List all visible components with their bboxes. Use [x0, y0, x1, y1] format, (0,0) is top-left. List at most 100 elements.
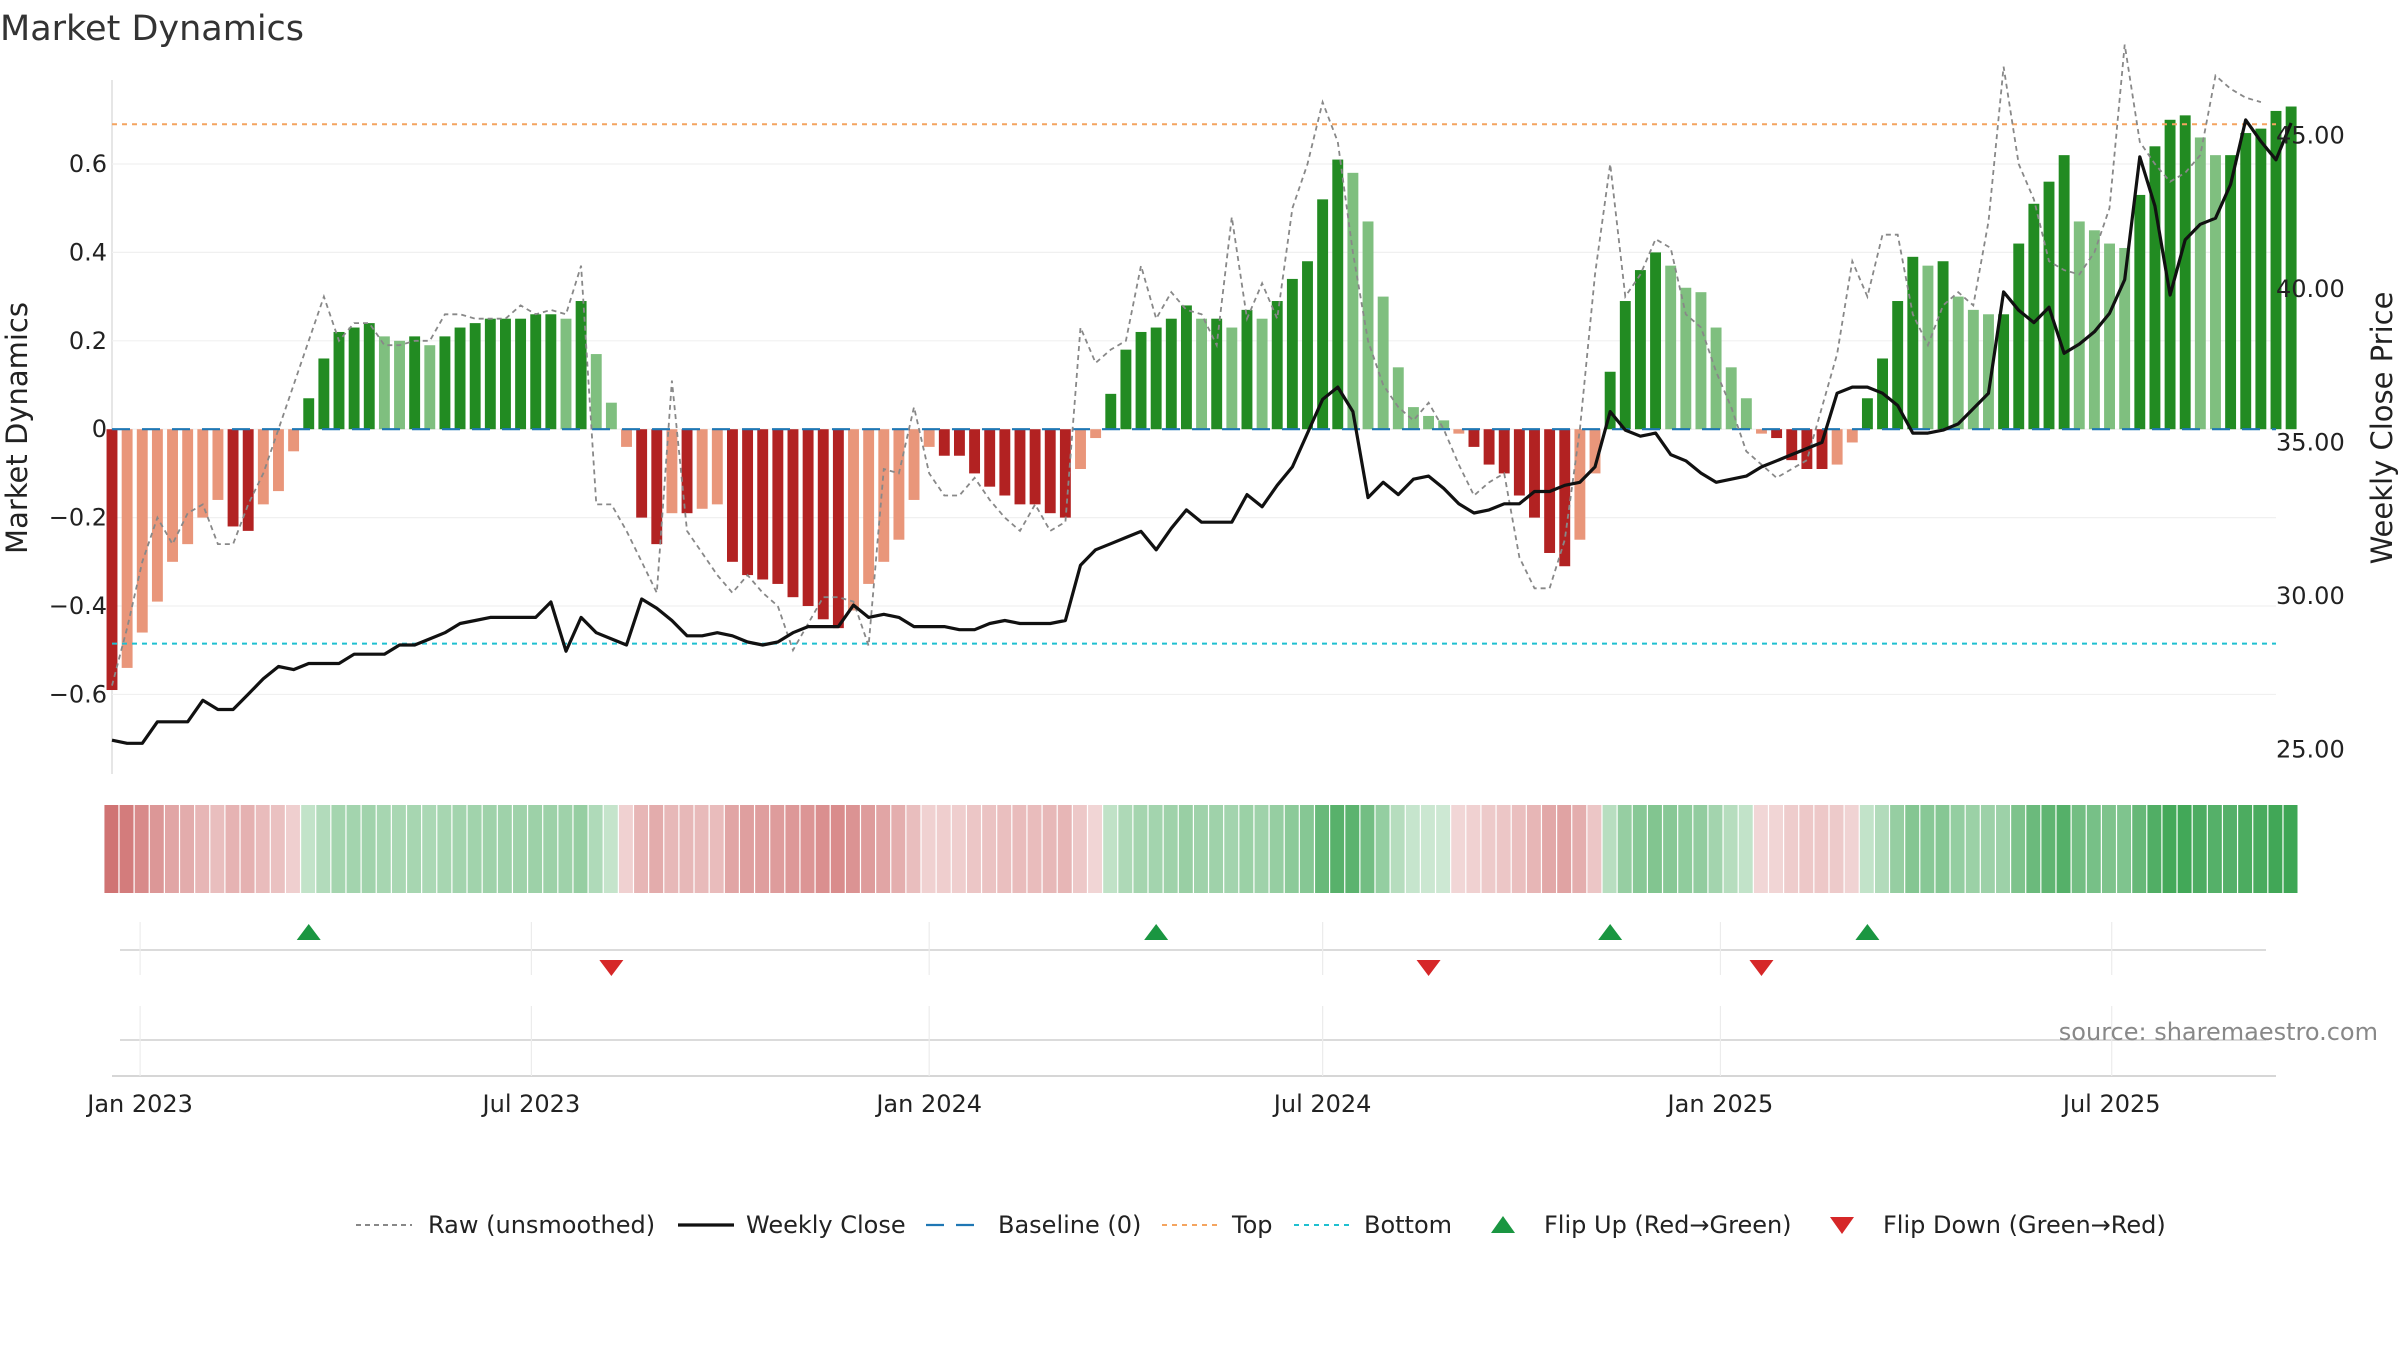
regime-cell	[588, 805, 603, 893]
dynamics-bar	[2285, 106, 2297, 430]
regime-cell	[2238, 805, 2253, 893]
dynamics-bar	[590, 354, 602, 430]
dynamics-bar	[817, 429, 829, 620]
right-tick-label: 30.00	[2276, 582, 2345, 610]
dynamics-bar	[1438, 420, 1450, 430]
x-tick-label: Jul 2023	[481, 1090, 581, 1118]
regime-cell	[2177, 805, 2192, 893]
regime-cell	[407, 805, 422, 893]
regime-cell	[1511, 805, 1526, 893]
regime-cell	[2011, 805, 2026, 893]
regime-cell	[1209, 805, 1224, 893]
dynamics-bar	[1725, 367, 1737, 430]
dynamics-bar	[1302, 261, 1313, 430]
right-tick-label: 40.00	[2276, 275, 2345, 303]
dynamics-bar	[999, 429, 1011, 496]
dynamics-bar	[454, 327, 466, 430]
regime-cell	[1299, 805, 1314, 893]
dynamics-bar	[1180, 305, 1192, 430]
regime-cell	[785, 805, 800, 893]
regime-cell	[270, 805, 285, 893]
dynamics-bar	[2058, 155, 2070, 430]
left-tick-label: −0.6	[49, 680, 107, 708]
legend-label-bottom: Bottom	[1364, 1211, 1452, 1239]
regime-cell	[1844, 805, 1859, 893]
dynamics-bar	[1619, 301, 1631, 430]
right-axis-label: Weekly Close Price	[2365, 292, 2399, 565]
regime-cell	[1330, 805, 1345, 893]
regime-cell	[1451, 805, 1466, 893]
regime-cell	[967, 805, 981, 893]
regime-cell	[528, 805, 543, 893]
dynamics-bar	[1377, 296, 1389, 430]
regime-cell	[2192, 805, 2207, 893]
regime-cell	[1753, 805, 1768, 893]
dynamics-bar	[969, 429, 981, 474]
regime-cell	[815, 805, 830, 893]
flip-up-marker	[1855, 924, 1880, 940]
dynamics-bar	[1317, 199, 1329, 430]
regime-cell	[830, 805, 845, 893]
dynamics-bar	[212, 429, 224, 500]
flip-markers-panel	[120, 922, 2266, 976]
regime-cell	[1663, 805, 1678, 893]
dynamics-bar	[1589, 429, 1601, 474]
dynamics-bar	[938, 429, 950, 456]
dynamics-bar	[1090, 429, 1102, 439]
dynamics-bar	[2119, 247, 2131, 430]
regime-cell	[1360, 805, 1375, 893]
dynamics-bar	[2013, 243, 2025, 430]
regime-cell	[2101, 805, 2116, 893]
regime-cell	[1390, 805, 1405, 893]
dynamics-bar	[136, 429, 148, 633]
dynamics-bar	[1468, 429, 1480, 447]
source-credit: source: sharemaestro.com	[2059, 1018, 2378, 1046]
regime-cell	[1526, 805, 1541, 893]
dynamics-bar	[1831, 429, 1843, 465]
regime-cell	[437, 805, 452, 893]
dynamics-bar	[1241, 309, 1253, 430]
dynamics-bar	[1952, 296, 1964, 430]
regime-cell	[1103, 805, 1118, 893]
flip-down-marker	[1749, 960, 1774, 976]
dynamics-bar	[802, 429, 814, 607]
legend-label-baseline: Baseline (0)	[998, 1211, 1141, 1239]
dynamics-bar	[1983, 314, 1994, 430]
dynamics-bar	[1362, 221, 1374, 430]
dynamics-bar	[121, 429, 133, 668]
regime-cell	[422, 805, 437, 893]
dynamics-bar	[1710, 327, 1722, 430]
regime-cell	[1254, 805, 1269, 893]
legend-label-close: Weekly Close	[746, 1211, 906, 1239]
regime-cell	[1027, 805, 1042, 893]
regime-cell	[891, 805, 906, 893]
dynamics-bar	[545, 314, 557, 430]
regime-cell	[1965, 805, 1980, 893]
dynamics-bar	[1211, 318, 1223, 430]
regime-cell	[921, 805, 936, 893]
dynamics-bar	[1407, 407, 1419, 430]
dynamics-bar	[1392, 367, 1404, 430]
right-axis-ticks: 25.00 30.00 35.00 40.00 45.00	[2276, 121, 2345, 763]
dynamics-bar	[469, 323, 481, 430]
dynamics-bar	[1786, 429, 1798, 461]
dynamics-bar	[106, 429, 118, 691]
regime-cell	[301, 805, 316, 893]
dynamics-bar	[1196, 318, 1208, 430]
dynamics-bar	[1861, 398, 1873, 430]
left-tick-label: 0.6	[69, 150, 107, 178]
dynamics-bar	[681, 429, 693, 514]
left-tick-label: 0	[92, 415, 107, 443]
regime-cell	[1057, 805, 1072, 893]
dynamics-bar	[500, 318, 511, 430]
regime-cell	[2086, 805, 2101, 893]
regime-cell	[255, 805, 270, 893]
dynamics-bar	[893, 429, 905, 540]
dynamics-bar	[742, 429, 754, 576]
x-axis-ticks: Jan 2023 Jul 2023 Jan 2024 Jul 2024 Jan 2025…	[85, 1090, 2160, 1118]
chart-title: Market Dynamics	[0, 9, 304, 49]
dynamics-bar	[908, 429, 920, 500]
dynamics-bar	[1574, 429, 1586, 540]
regime-cell	[845, 805, 860, 893]
